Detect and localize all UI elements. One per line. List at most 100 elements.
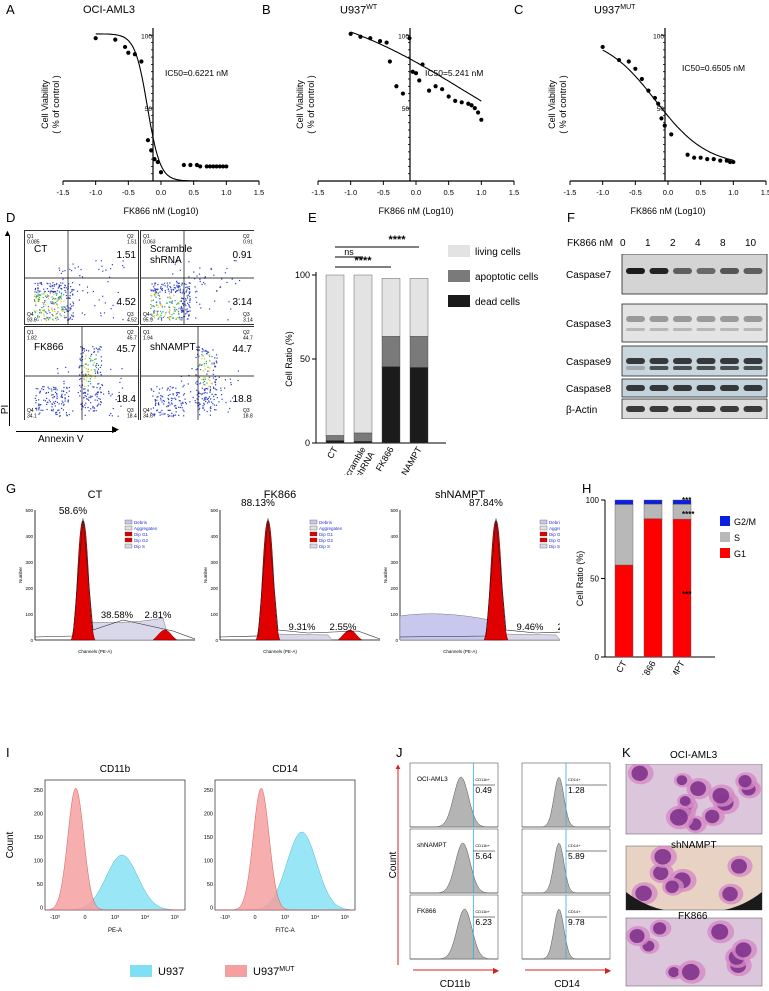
event-dot <box>71 288 73 291</box>
event-dot <box>174 414 177 416</box>
event-dot <box>207 370 209 372</box>
event-dot <box>84 404 86 406</box>
event-dot <box>82 352 84 354</box>
g2-peak <box>152 629 178 641</box>
event-dot <box>88 371 90 373</box>
event-dot <box>83 385 86 387</box>
event-dot <box>47 386 49 388</box>
event-dot <box>58 286 60 288</box>
event-dot <box>159 287 162 289</box>
event-dot <box>92 290 94 293</box>
event-dot <box>201 358 203 360</box>
cell-nucleus <box>690 781 707 797</box>
event-dot <box>160 312 163 314</box>
event-dot <box>167 397 169 400</box>
x-axis-label: FK866 nM (Log10) <box>123 206 198 216</box>
event-dot <box>93 348 95 350</box>
cytology-images <box>625 764 763 987</box>
event-dot <box>212 377 215 379</box>
event-dot <box>208 400 210 402</box>
event-dot <box>87 390 89 392</box>
event-dot <box>199 364 201 366</box>
event-dot <box>199 383 201 385</box>
event-dot <box>208 355 211 357</box>
gate-label: CD11b+ <box>475 843 490 848</box>
event-dot <box>206 402 209 404</box>
event-dot <box>35 297 38 299</box>
event-dot <box>156 313 158 315</box>
cell-nucleus <box>722 886 738 902</box>
event-dot <box>38 316 41 318</box>
event-dot <box>110 308 112 310</box>
event-dot <box>169 393 171 396</box>
event-dot <box>42 409 44 412</box>
event-dot <box>189 391 192 393</box>
y-tick-label: 0 <box>30 638 33 643</box>
event-dot <box>224 387 226 389</box>
event-dot <box>175 407 177 410</box>
data-point <box>149 148 154 153</box>
event-dot <box>35 402 37 404</box>
event-dot <box>108 393 110 395</box>
event-dot <box>83 376 85 378</box>
blot-band <box>743 268 763 274</box>
histogram-outline <box>34 518 196 640</box>
event-dot <box>34 282 36 285</box>
event-dot <box>154 282 156 284</box>
x-tick-label: 1.5 <box>509 188 519 197</box>
event-dot <box>155 402 157 404</box>
event-dot <box>212 403 214 405</box>
event-dot <box>203 392 205 394</box>
event-dot <box>80 268 82 271</box>
event-dot <box>212 386 215 388</box>
event-dot <box>101 384 104 387</box>
y-tick-label: 250 <box>34 788 43 794</box>
event-dot <box>61 310 63 312</box>
event-dot <box>179 300 181 302</box>
event-dot <box>79 384 81 387</box>
event-dot <box>97 364 100 367</box>
bar-segment-living-cells <box>409 278 429 337</box>
event-dot <box>198 346 200 348</box>
event-dot <box>86 286 89 288</box>
blot-band-cleaved <box>696 366 716 370</box>
event-dot <box>52 408 54 410</box>
upper-right-percent: 44.7 <box>233 344 253 355</box>
event-dot <box>161 413 163 415</box>
legend-label: Dip G1 <box>134 532 149 537</box>
event-dot <box>161 387 164 389</box>
event-dot <box>90 359 92 361</box>
event-dot <box>155 288 157 291</box>
event-dot <box>79 374 81 376</box>
y-tick-label: 250 <box>204 788 213 794</box>
data-point <box>394 84 399 89</box>
gate-percent: 6.23 <box>475 917 492 927</box>
event-dot <box>53 396 55 398</box>
lower-right-percent: 3.14 <box>233 297 253 308</box>
event-dot <box>154 288 156 290</box>
event-dot <box>92 359 94 362</box>
y-tick-label: 200 <box>34 812 43 818</box>
histogram-title: CD11b <box>100 764 131 775</box>
legend-label: Dip G1 <box>319 532 334 537</box>
event-dot <box>72 294 74 296</box>
ic50-label: IC50=5.241 nM <box>425 68 483 78</box>
data-point <box>711 157 716 162</box>
event-dot <box>153 390 155 392</box>
event-dot <box>173 311 175 313</box>
event-dot <box>87 380 90 383</box>
event-dot <box>121 387 124 389</box>
u937-mut-histogram <box>44 787 185 911</box>
event-dot <box>181 284 183 286</box>
blot-band <box>649 406 669 412</box>
event-dot <box>167 316 169 319</box>
event-dot <box>188 288 191 290</box>
y-tick-label: 50 <box>37 882 43 888</box>
event-dot <box>153 415 155 417</box>
panel-letter-f: F <box>567 210 575 225</box>
event-dot <box>55 298 57 300</box>
event-dot <box>94 358 96 361</box>
event-dot <box>73 289 75 291</box>
event-dot <box>61 393 63 395</box>
y-tick-label: 200 <box>390 586 398 591</box>
